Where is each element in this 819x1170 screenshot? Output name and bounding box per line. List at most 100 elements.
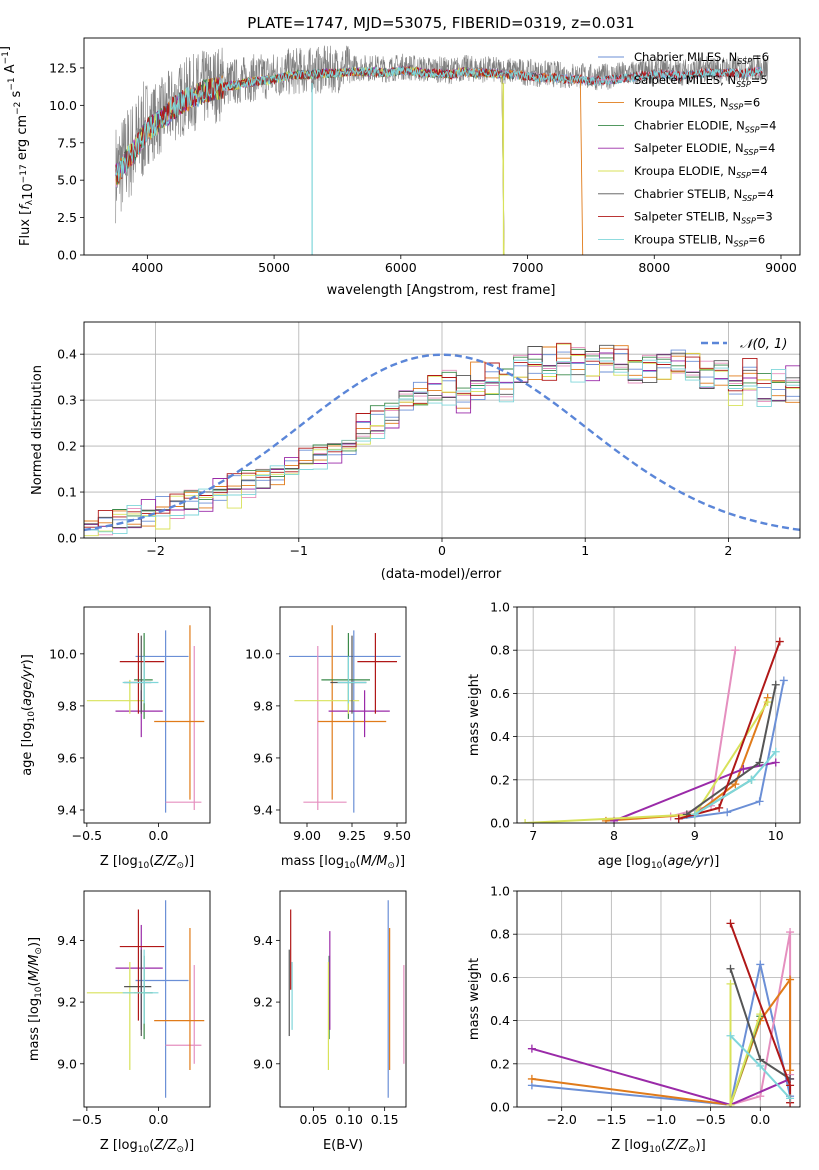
- label-part: (: [20, 706, 35, 711]
- x-tick-label: −1.5: [596, 1112, 626, 1127]
- x-tick-label: 0.05: [300, 1112, 328, 1127]
- legend-suffix: =4: [751, 164, 768, 178]
- y-tick-label: 7.5: [57, 135, 77, 150]
- legend-sub: SSP: [736, 171, 751, 180]
- weight-marker: [731, 780, 740, 789]
- label-part: 10: [138, 861, 150, 871]
- y-tick-label: 0.6: [490, 686, 510, 701]
- y-tick-label: 0.2: [490, 772, 510, 787]
- label-part: age/yr: [667, 854, 710, 869]
- label-part: 10: [649, 1145, 661, 1155]
- weight-marker: [690, 810, 699, 819]
- axes-frame: [279, 890, 407, 1108]
- label-part: Z/Z: [665, 1138, 689, 1153]
- label-part: λ: [25, 199, 35, 205]
- y-tick-label: 0.2: [57, 439, 77, 454]
- mass-vs-metallicity-panel: −0.5 0.09.09.29.4Z [log10(Z/Z⊙)]mass [log…: [27, 890, 211, 1155]
- weight-marker: [731, 646, 740, 655]
- weight-marker: [715, 803, 724, 812]
- legend-suffix: =4: [758, 141, 775, 155]
- label-part: ⊙: [176, 861, 184, 871]
- y-axis-label: Flux [fλ10−17 erg cm−2 s−1 A−1]: [0, 46, 36, 246]
- x-axis-label: age [log10(age/yr)]: [598, 854, 720, 871]
- legend-sub: SSP: [745, 125, 760, 134]
- y-tick-label: 0.0: [57, 248, 77, 263]
- plot-area: [521, 637, 788, 823]
- y-tick-label: 0.4: [490, 1013, 510, 1028]
- weight-marker: [756, 960, 765, 969]
- legend-label: Kroupa STELIB, NSSP=6: [634, 232, 765, 248]
- weight-marker: [521, 819, 530, 823]
- label-part: 10: [138, 1145, 150, 1155]
- legend-label: Kroupa MILES, NSSP=6: [634, 96, 760, 112]
- y-tick-label: 0.1: [57, 485, 77, 500]
- x-tick-label: 9000: [765, 260, 797, 275]
- axes-frame: [279, 606, 407, 824]
- x-axis-label: E(B-V): [323, 1138, 363, 1153]
- weight-line: [678, 641, 781, 820]
- weight-line: [686, 684, 777, 816]
- y-tick-label: 9.4: [57, 802, 77, 817]
- weight-marker: [726, 919, 735, 928]
- axes-frame: [516, 890, 801, 1108]
- y-tick-label: 10.0: [245, 646, 273, 661]
- label-part: )]: [184, 1138, 194, 1153]
- mass-vs-ebv-panel: 0.05 0.10 0.15 9.0 9.2 9.4 E(B-V): [253, 890, 407, 1153]
- y-tick-label: 0.0: [490, 1100, 510, 1115]
- plot-area: [86, 900, 205, 1098]
- weight-marker: [771, 758, 780, 767]
- label-part: erg cm: [15, 115, 30, 164]
- weight-marker: [771, 680, 780, 689]
- legend-sub: SSP: [737, 57, 752, 66]
- axes-frame: [516, 606, 801, 824]
- histogram-panel: −2 −1 0 1 2 0.0 0.1 0.2 0.3 0.4 𝒩(0, 1) (data-model…: [30, 321, 801, 582]
- label-part: Z/Z: [153, 854, 177, 869]
- x-tick-label: 6000: [385, 260, 417, 275]
- x-tick-label: 1: [581, 543, 589, 558]
- y-tick-label: 0.4: [57, 347, 77, 362]
- weight-marker: [726, 964, 735, 973]
- label-part: ⊙: [176, 1145, 184, 1155]
- x-tick-label: 5000: [258, 260, 290, 275]
- legend-text: Salpeter MILES, N: [634, 73, 736, 87]
- label-part: A: [3, 64, 18, 77]
- y-tick-label: 1.0: [490, 600, 510, 615]
- plot-area: [288, 900, 405, 1098]
- x-tick-label: 9.50: [383, 828, 411, 843]
- y-axis-label: mass weight: [467, 958, 482, 1040]
- legend-label: Chabrier ELODIE, NSSP=4: [634, 118, 776, 134]
- y-tick-label: 9.0: [253, 1056, 273, 1071]
- label-part: 10: [34, 986, 44, 998]
- weight-marker: [771, 747, 780, 756]
- weight-marker: [775, 637, 784, 646]
- legend-label: Salpeter ELODIE, NSSP=4: [634, 141, 775, 157]
- legend-label: Salpeter MILES, NSSP=5: [634, 73, 768, 89]
- label-part: s: [9, 90, 24, 101]
- label-part: Z/Z: [153, 1138, 177, 1153]
- x-tick-label: 2: [724, 543, 732, 558]
- y-axis-label: age [log10(age/yr)]: [20, 654, 37, 776]
- label-part: (: [356, 854, 361, 869]
- x-tick-label: 4000: [131, 260, 163, 275]
- y-axis-label: Normed distribution: [30, 365, 45, 495]
- x-axis-label: wavelength [Angstrom, rest frame]: [327, 283, 556, 298]
- y-tick-label: 2.5: [57, 210, 77, 225]
- weight-marker: [527, 1074, 536, 1083]
- age-vs-metallicity-panel: −0.5 0.09.49.69.810.0Z [log10(Z/Z⊙)]age […: [20, 606, 211, 871]
- y-axis-label: mass [log10(M/M⊙)]: [27, 937, 44, 1061]
- label-part: 10: [651, 861, 663, 871]
- x-tick-label: 7: [529, 828, 537, 843]
- weight-marker: [674, 814, 683, 823]
- y-tick-label: 0.8: [490, 643, 510, 658]
- y-axis-label: mass weight: [467, 674, 482, 756]
- label-part: ]: [0, 46, 12, 51]
- label-part: (: [149, 854, 154, 869]
- weight-marker: [763, 698, 772, 707]
- label-part: Z [log: [100, 1138, 138, 1153]
- plot-area: [289, 625, 401, 813]
- age-vs-mass-panel: 9.00 9.25 9.50 9.4 9.6 9.8 10.0 mass [log10(M/M…: [245, 606, 411, 871]
- legend-text: Kroupa MILES, N: [634, 96, 729, 110]
- label-part: M/M: [361, 854, 388, 869]
- legend-sub: SSP: [729, 103, 744, 112]
